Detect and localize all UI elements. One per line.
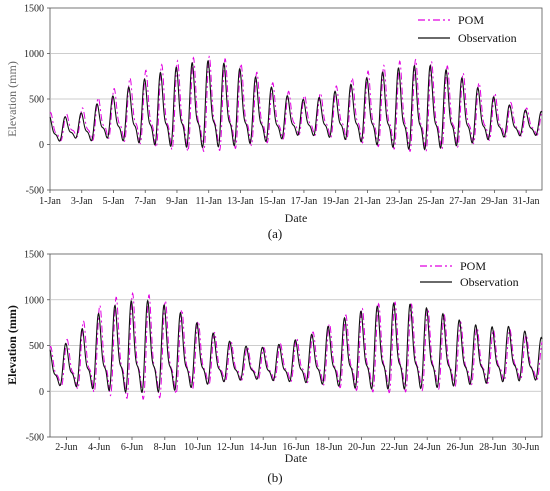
- xtick-label-a-6: 13-Jan: [227, 196, 254, 207]
- xtick-label-a-14: 29-Jan: [481, 196, 508, 207]
- xtick-label-b-4: 10-Jun: [184, 442, 211, 453]
- series-b: [49, 291, 543, 401]
- panel-a: -500 0 500 1000 1500 1-Jan 3-Jan 5-Jan 7-Jan 9-J…: [5, 4, 543, 241]
- xtick-label-b-14: 30-Jun: [512, 442, 539, 453]
- xtick-label-b-0: 2-Jun: [55, 442, 77, 453]
- xtick-label-b-2: 6-Jun: [121, 442, 143, 453]
- panel-b: -500 0 500 1000 1500 2-Jun 4-Jun 6-Jun 8-Jun 10-…: [5, 250, 543, 485]
- xtick-label-b-11: 24-Jun: [414, 442, 441, 453]
- series-a: [49, 55, 543, 153]
- ytick-label-b-1: 0: [39, 387, 44, 398]
- legend-obs-label-a: Observation: [458, 31, 517, 45]
- x-axis-label-b: Date: [285, 451, 308, 465]
- ytick-label-b-3: 1000: [24, 295, 44, 306]
- legend-b: POM Observation: [420, 259, 519, 289]
- x-ticks-a: 1-Jan 3-Jan 5-Jan 7-Jan 9-Jan 11-Jan 13-Jan 15-…: [39, 190, 539, 207]
- x-ticks-b: 2-Jun 4-Jun 6-Jun 8-Jun 10-Jun 12-Jun 14-Jun 16…: [55, 437, 539, 453]
- panel-caption-b: (b): [267, 470, 282, 485]
- ytick-label-b-4: 1500: [24, 250, 44, 261]
- ytick-label-a-0: -500: [26, 186, 44, 197]
- xtick-label-b-3: 8-Jun: [154, 442, 176, 453]
- y-ticks-a: -500 0 500 1000 1500: [24, 4, 50, 197]
- legend-a: POM Observation: [418, 13, 517, 45]
- xtick-label-b-1: 4-Jun: [88, 442, 110, 453]
- ytick-label-b-2: 500: [29, 341, 44, 352]
- xtick-label-b-7: 16-Jun: [282, 442, 309, 453]
- xtick-label-b-5: 12-Jun: [217, 442, 244, 453]
- xtick-label-a-9: 19-Jan: [322, 196, 349, 207]
- xtick-label-b-6: 14-Jun: [250, 442, 277, 453]
- x-axis-label-a: Date: [285, 211, 308, 225]
- ytick-label-a-2: 500: [29, 95, 44, 106]
- ytick-label-a-1: 0: [39, 140, 44, 151]
- y-axis-label-b: Elevation (mm): [5, 305, 19, 385]
- y-ticks-b: -500 0 500 1000 1500: [24, 250, 50, 444]
- series-line-b-observation: [49, 299, 543, 394]
- series-line-a-observation: [49, 59, 543, 151]
- xtick-label-a-12: 25-Jan: [418, 196, 445, 207]
- xtick-label-a-7: 15-Jan: [259, 196, 286, 207]
- ytick-label-a-4: 1500: [24, 4, 44, 15]
- xtick-label-a-4: 9-Jan: [166, 196, 188, 207]
- xtick-label-b-12: 26-Jun: [446, 442, 473, 453]
- xtick-label-a-3: 7-Jan: [134, 196, 156, 207]
- xtick-label-a-11: 23-Jan: [386, 196, 413, 207]
- xtick-label-a-15: 31-Jan: [513, 196, 540, 207]
- xtick-label-a-13: 27-Jan: [449, 196, 476, 207]
- y-axis-label-a: Elevation (mm): [5, 61, 19, 137]
- xtick-label-a-0: 1-Jan: [39, 196, 61, 207]
- ytick-label-b-0: -500: [26, 433, 44, 444]
- xtick-label-a-8: 17-Jan: [291, 196, 318, 207]
- xtick-label-a-1: 3-Jan: [71, 196, 93, 207]
- panel-caption-a: (a): [268, 226, 282, 241]
- xtick-label-b-13: 28-Jun: [479, 442, 506, 453]
- xtick-label-a-10: 21-Jan: [354, 196, 381, 207]
- legend-pom-label-b: POM: [460, 259, 486, 273]
- xtick-label-b-9: 20-Jun: [348, 442, 375, 453]
- legend-pom-label-a: POM: [458, 13, 484, 27]
- legend-obs-label-b: Observation: [460, 275, 519, 289]
- xtick-label-a-2: 5-Jan: [103, 196, 125, 207]
- xtick-label-b-10: 22-Jun: [381, 442, 408, 453]
- ytick-label-a-3: 1000: [24, 49, 44, 60]
- xtick-label-a-5: 11-Jan: [196, 196, 222, 207]
- xtick-label-b-8: 18-Jun: [315, 442, 342, 453]
- series-line-a-pom: [49, 55, 543, 153]
